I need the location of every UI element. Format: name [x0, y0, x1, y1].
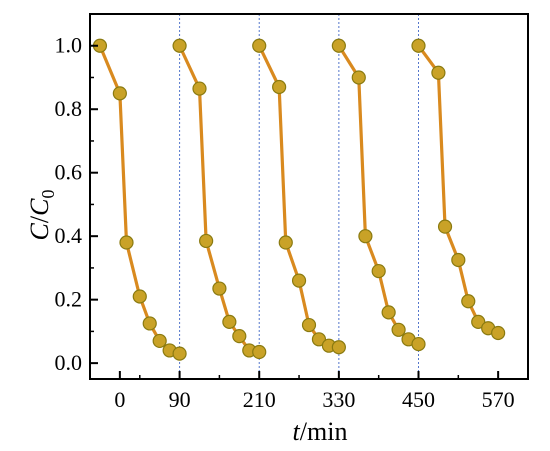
data-point [311, 332, 327, 347]
y-tick-label: 0.2 [55, 287, 83, 312]
x-tick-label: 0 [114, 387, 125, 412]
x-axis-title-rest: /min [300, 417, 348, 446]
y-axis-title-sub: 0 [38, 190, 58, 199]
data-point [431, 65, 446, 80]
data-point [371, 263, 386, 279]
y-axis-title-main: C [25, 222, 54, 240]
x-tick-label: 450 [402, 387, 435, 412]
y-tick-label: 1.0 [55, 33, 83, 58]
data-point [132, 289, 147, 304]
data-point [331, 38, 346, 53]
series-line-1 [98, 45, 181, 356]
x-axis-title: t/min [293, 417, 348, 446]
data-point [381, 305, 396, 320]
series-line-4 [337, 44, 420, 346]
data-point [192, 81, 207, 96]
series-line-3 [257, 45, 340, 349]
x-tick-label: 330 [322, 387, 355, 412]
data-point [142, 316, 157, 331]
y-axis-title: C/C0 [25, 190, 58, 241]
x-tick-label: 210 [243, 387, 276, 412]
axis-ticks: 0 90 210 330 450 570 0.0 0.2 0.4 0.6 0.8 1.0 [55, 13, 515, 412]
data-point [411, 336, 426, 352]
data-point [232, 329, 247, 344]
y-tick-label: 0.8 [55, 96, 83, 121]
x-tick-label: 90 [169, 387, 191, 412]
data-point [212, 281, 227, 296]
data-point [301, 317, 317, 333]
data-point [491, 325, 506, 341]
data-point [471, 314, 486, 329]
data-point [172, 38, 187, 53]
y-axis-title-slash: / [25, 215, 54, 223]
data-point [252, 344, 267, 360]
data-point [451, 252, 466, 268]
x-tick-label: 570 [482, 387, 515, 412]
plot-frame [89, 13, 529, 380]
data-point [222, 314, 237, 329]
data-point [112, 86, 127, 101]
y-tick-label: 0.6 [55, 160, 83, 185]
cycle-boundaries [179, 14, 419, 379]
data-point [331, 340, 346, 355]
series-line-5 [417, 44, 499, 335]
data-point [152, 333, 167, 349]
data-point [119, 235, 134, 250]
data-point [291, 273, 307, 288]
y-tick-label: 0.4 [55, 223, 83, 248]
data-point [172, 346, 187, 361]
data-point [278, 235, 293, 250]
data-point [351, 70, 366, 85]
data-point [199, 233, 214, 249]
data-point [252, 38, 267, 53]
data-point [272, 79, 287, 95]
y-axis-title-base: C [25, 198, 54, 216]
data-point [411, 38, 426, 53]
data-point [358, 229, 373, 244]
series-layer [92, 38, 506, 361]
y-tick-label: 0.0 [55, 350, 83, 375]
data-point [391, 322, 406, 337]
data-point [461, 294, 476, 309]
x-axis-title-italic: t [293, 417, 301, 446]
data-point [437, 219, 453, 234]
series-line-2 [178, 45, 260, 354]
